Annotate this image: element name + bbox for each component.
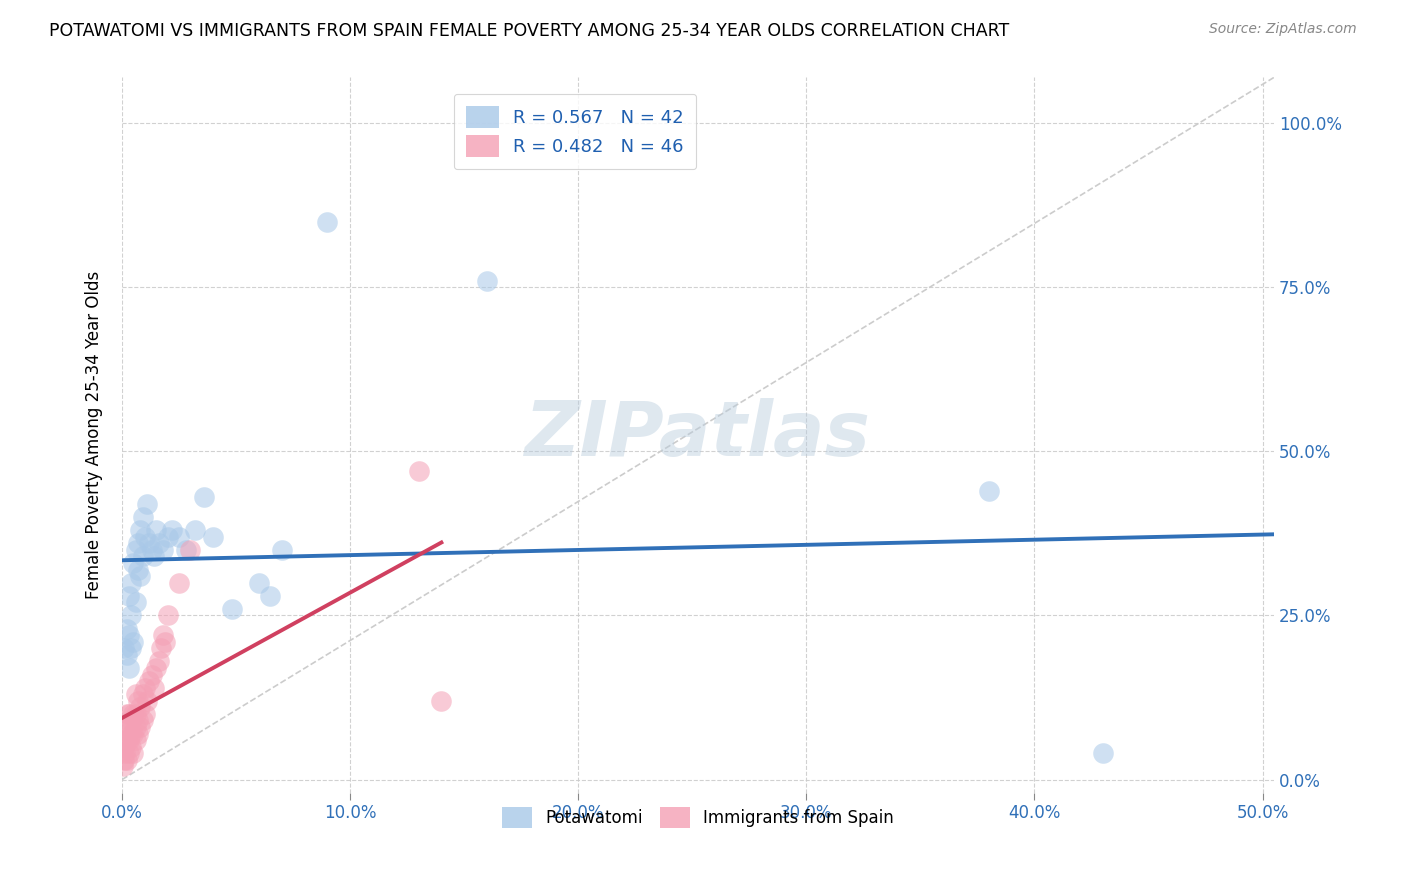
Point <box>149 641 172 656</box>
Point <box>125 542 148 557</box>
Point <box>120 575 142 590</box>
Point <box>174 542 197 557</box>
Point <box>977 483 1000 498</box>
Point <box>134 530 156 544</box>
Point <box>148 655 170 669</box>
Point <box>115 622 138 636</box>
Point <box>167 575 190 590</box>
Text: POTAWATOMI VS IMMIGRANTS FROM SPAIN FEMALE POVERTY AMONG 25-34 YEAR OLDS CORRELA: POTAWATOMI VS IMMIGRANTS FROM SPAIN FEMA… <box>49 22 1010 40</box>
Point <box>131 714 153 728</box>
Point <box>141 542 163 557</box>
Point <box>1091 746 1114 760</box>
Point <box>129 700 152 714</box>
Point <box>120 739 142 754</box>
Point <box>115 706 138 721</box>
Point <box>122 556 145 570</box>
Point <box>120 714 142 728</box>
Point <box>148 536 170 550</box>
Point <box>112 759 135 773</box>
Point <box>129 720 152 734</box>
Point <box>129 523 152 537</box>
Point <box>118 628 141 642</box>
Point <box>122 746 145 760</box>
Point <box>120 608 142 623</box>
Point <box>127 694 149 708</box>
Point <box>120 641 142 656</box>
Text: Source: ZipAtlas.com: Source: ZipAtlas.com <box>1209 22 1357 37</box>
Point <box>131 510 153 524</box>
Point <box>122 706 145 721</box>
Point <box>118 720 141 734</box>
Point <box>152 628 174 642</box>
Point <box>122 726 145 740</box>
Legend: Potawatomi, Immigrants from Spain: Potawatomi, Immigrants from Spain <box>495 801 900 834</box>
Point <box>193 491 215 505</box>
Point <box>136 497 159 511</box>
Point <box>125 720 148 734</box>
Point <box>202 530 225 544</box>
Point <box>316 215 339 229</box>
Point <box>125 733 148 747</box>
Point <box>221 602 243 616</box>
Point <box>115 648 138 662</box>
Point <box>115 720 138 734</box>
Point <box>125 706 148 721</box>
Point <box>160 523 183 537</box>
Point <box>125 687 148 701</box>
Point <box>136 694 159 708</box>
Point <box>156 608 179 623</box>
Point <box>430 694 453 708</box>
Point <box>112 641 135 656</box>
Point <box>118 706 141 721</box>
Point <box>131 549 153 564</box>
Point <box>138 674 160 689</box>
Point <box>408 464 430 478</box>
Y-axis label: Female Poverty Among 25-34 Year Olds: Female Poverty Among 25-34 Year Olds <box>86 271 103 599</box>
Point <box>179 542 201 557</box>
Point <box>112 726 135 740</box>
Point <box>143 549 166 564</box>
Point <box>118 661 141 675</box>
Point <box>129 569 152 583</box>
Point <box>475 274 498 288</box>
Point <box>115 733 138 747</box>
Point <box>118 746 141 760</box>
Point <box>134 706 156 721</box>
Point <box>127 536 149 550</box>
Text: ZIPatlas: ZIPatlas <box>524 398 870 472</box>
Point <box>125 595 148 609</box>
Point <box>118 733 141 747</box>
Point <box>127 726 149 740</box>
Point <box>184 523 207 537</box>
Point <box>247 575 270 590</box>
Point <box>114 746 136 760</box>
Point <box>131 687 153 701</box>
Point <box>152 542 174 557</box>
Point <box>134 681 156 695</box>
Point <box>156 530 179 544</box>
Point <box>112 753 135 767</box>
Point <box>112 739 135 754</box>
Point <box>127 563 149 577</box>
Point <box>138 536 160 550</box>
Point <box>115 753 138 767</box>
Point <box>155 634 177 648</box>
Point <box>167 530 190 544</box>
Point <box>141 667 163 681</box>
Point <box>145 523 167 537</box>
Point <box>127 714 149 728</box>
Point <box>120 726 142 740</box>
Point <box>143 681 166 695</box>
Point <box>122 634 145 648</box>
Point <box>259 589 281 603</box>
Point <box>145 661 167 675</box>
Point <box>270 542 292 557</box>
Point <box>118 589 141 603</box>
